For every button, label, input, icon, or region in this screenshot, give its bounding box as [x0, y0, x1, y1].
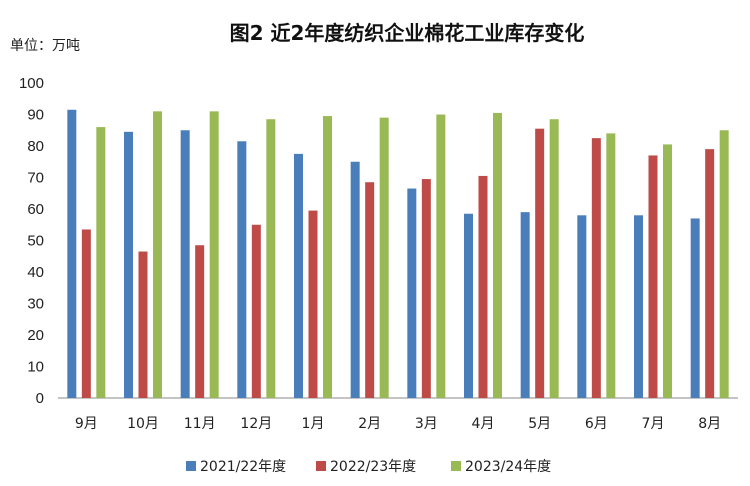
bar-2023/24年度-1月	[323, 116, 332, 398]
bar-2021/22年度-2月	[350, 161, 360, 398]
legend-swatch	[451, 461, 461, 471]
legend-label: 2021/22年度	[200, 459, 286, 475]
bar-2021/22年度-8月	[690, 218, 700, 398]
y-tick-label: 30	[27, 296, 44, 313]
bar-2022/23年度-10月	[138, 251, 148, 398]
y-tick-label: 20	[27, 327, 44, 344]
y-axis-ticks: 0 10 20 30 40 50 60 70 80 90 100	[19, 75, 44, 407]
y-tick-label: 50	[27, 233, 44, 250]
bar-2022/23年度-11月	[195, 245, 205, 398]
bar-2022/23年度-9月	[81, 229, 91, 398]
x-category-label: 9月	[75, 416, 98, 432]
bar-2021/22年度-10月	[124, 131, 133, 398]
bar-2023/24年度-9月	[96, 127, 106, 398]
bar-2022/23年度-1月	[308, 210, 318, 398]
y-tick-label: 60	[27, 201, 44, 218]
x-category-label: 6月	[585, 416, 608, 432]
bars-group	[67, 109, 729, 399]
y-tick-label: 70	[27, 170, 44, 187]
bar-2023/24年度-8月	[719, 130, 729, 398]
x-category-label: 12月	[240, 416, 272, 432]
x-category-label: 7月	[642, 416, 665, 432]
x-axis-categories: 9月 10月 11月 12月 1月 2月 3月 4月 5月 6月 7月 8月	[75, 416, 721, 432]
bar-2021/22年度-6月	[577, 215, 587, 398]
bar-2021/22年度-12月	[237, 141, 247, 398]
bar-2023/24年度-10月	[153, 111, 162, 398]
bar-2021/22年度-4月	[464, 213, 473, 398]
bar-2023/24年度-6月	[606, 133, 616, 398]
bar-2021/22年度-5月	[520, 212, 530, 398]
x-category-label: 11月	[184, 416, 216, 432]
bar-2023/24年度-3月	[436, 114, 446, 398]
legend-swatch	[186, 461, 196, 471]
y-tick-label: 80	[27, 138, 44, 155]
bar-2022/23年度-3月	[421, 179, 431, 398]
bar-2023/24年度-7月	[663, 144, 672, 398]
y-tick-label: 90	[27, 107, 44, 124]
bar-2022/23年度-7月	[648, 155, 658, 398]
x-category-label: 2月	[358, 416, 381, 432]
y-tick-label: 0	[36, 390, 44, 407]
bar-2023/24年度-2月	[379, 117, 389, 399]
x-category-label: 1月	[302, 416, 325, 432]
bar-2021/22年度-1月	[294, 153, 303, 399]
bar-2022/23年度-6月	[591, 138, 601, 399]
bar-2023/24年度-5月	[549, 119, 559, 398]
y-tick-label: 10	[27, 359, 44, 376]
legend: 2021/22年度 2022/23年度 2023/24年度	[186, 459, 551, 475]
bar-2022/23年度-12月	[251, 224, 261, 398]
bar-2022/23年度-2月	[365, 182, 375, 398]
x-category-label: 10月	[127, 416, 159, 432]
bar-2021/22年度-9月	[67, 109, 77, 399]
legend-swatch	[316, 461, 326, 471]
unit-label: 单位：万吨	[10, 38, 80, 54]
bar-2022/23年度-4月	[478, 175, 488, 398]
bar-2022/23年度-8月	[705, 149, 715, 398]
x-category-label: 5月	[528, 416, 551, 432]
bar-2022/23年度-5月	[535, 128, 545, 398]
bar-2021/22年度-7月	[634, 215, 643, 398]
y-tick-label: 100	[19, 75, 44, 92]
legend-label: 2022/23年度	[330, 459, 416, 475]
legend-label: 2023/24年度	[465, 459, 551, 475]
y-tick-label: 40	[27, 264, 44, 281]
x-category-label: 3月	[415, 416, 438, 432]
x-category-label: 4月	[472, 416, 495, 432]
bar-2021/22年度-11月	[180, 130, 190, 398]
bar-2021/22年度-3月	[407, 188, 417, 398]
bar-2023/24年度-12月	[266, 119, 276, 398]
chart-title: 图2 近2年度纺织企业棉花工业库存变化	[230, 21, 585, 45]
bar-2023/24年度-4月	[493, 112, 502, 399]
x-category-label: 8月	[698, 416, 721, 432]
bar-2023/24年度-11月	[209, 111, 219, 398]
